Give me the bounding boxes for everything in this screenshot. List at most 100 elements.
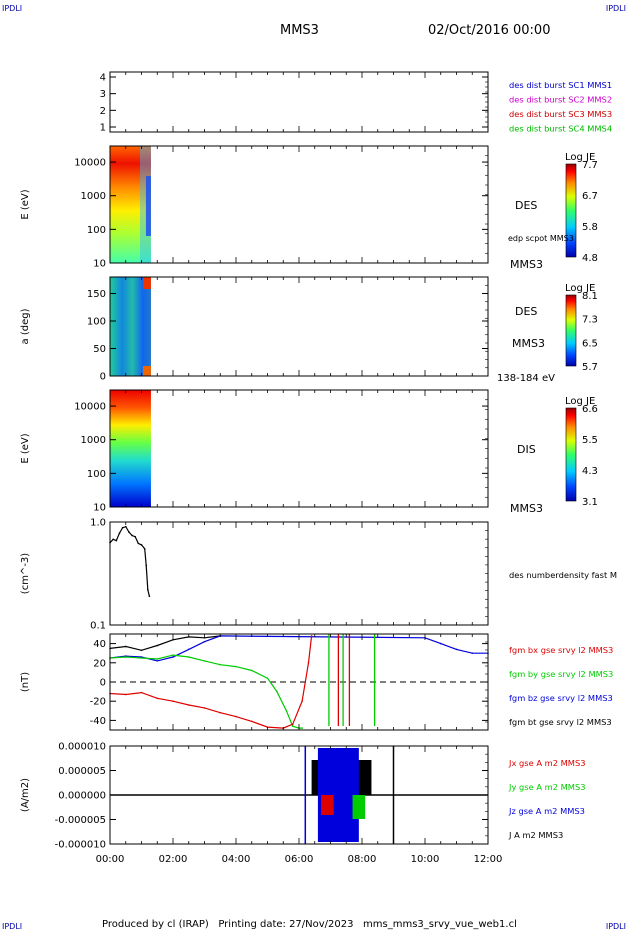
- panel-4: Log JE6.6 5.5 4.3 3.1 DIS MMS3 10000 1000 100 10 E…: [20, 389, 598, 515]
- y-tick-label: 100: [87, 469, 106, 480]
- colorbar-tick: 4.8: [582, 253, 598, 264]
- footer-text: Produced by cl (IRAP) Printing date: 27/…: [102, 919, 517, 930]
- y-axis-label: E (eV): [20, 433, 31, 463]
- data-point: [203, 660, 206, 662]
- data-point: [172, 656, 174, 658]
- pitch-edge-top: [142, 277, 151, 289]
- data-point: [140, 649, 143, 652]
- panel-frame: [109, 145, 489, 264]
- y-tick-label: 1000: [81, 191, 106, 202]
- data-point: [203, 707, 206, 709]
- colorbar: [565, 407, 577, 502]
- legend-entry: des numberdensity fast M: [509, 570, 617, 580]
- colorbar-tick: 8.1: [582, 291, 598, 302]
- data-point: [301, 700, 303, 702]
- data-point: [140, 657, 143, 659]
- y-tick-label: 1000: [81, 435, 106, 446]
- data-point: [148, 595, 151, 598]
- data-point: [307, 662, 310, 664]
- data-point: [131, 534, 133, 537]
- data-point: [187, 648, 190, 651]
- data-point: [124, 525, 127, 528]
- data-point: [134, 535, 136, 538]
- series-line: [109, 635, 313, 729]
- data-point: [147, 588, 149, 591]
- data-point: [112, 538, 114, 541]
- data-point: [187, 704, 190, 706]
- colorbar-tick: 6.6: [582, 404, 598, 415]
- data-point: [285, 710, 288, 712]
- y-tick-label: 3: [100, 89, 106, 100]
- data-point: [219, 711, 222, 714]
- right-label: DES: [515, 305, 537, 318]
- data-point: [145, 564, 148, 567]
- spectrogram-2: [110, 146, 151, 263]
- x-tick-label: 12:00: [474, 854, 503, 865]
- legend-entry: Jz gse A m2 MMS3: [508, 806, 585, 816]
- data-point: [291, 723, 294, 726]
- data-point: [250, 720, 253, 723]
- footer-corner-left: IPDLI: [2, 922, 23, 931]
- legend-entry: fgm bz gse srvy l2 MMS3: [509, 693, 613, 703]
- legend-entry: Jx gse A m2 MMS3: [508, 758, 586, 768]
- data-point: [124, 693, 127, 696]
- data-point: [143, 547, 146, 550]
- y-axis-label: (nT): [20, 672, 31, 692]
- data-point: [291, 725, 294, 727]
- data-point: [124, 656, 127, 658]
- spectrogram-4: [110, 390, 151, 507]
- pitch-edge-bottom: [142, 366, 151, 376]
- y-tick-label: 50: [93, 344, 106, 355]
- spectrogram-band: [140, 146, 151, 263]
- data-point: [115, 539, 118, 542]
- y-tick-label: 0.000005: [58, 766, 106, 777]
- y-axis-label: (A/m2): [20, 778, 31, 812]
- y-tick-label: -0.000010: [55, 840, 106, 851]
- legend-entry: fgm bx gse srvy l2 MMS3: [509, 645, 613, 655]
- y-axis-label: a (deg): [20, 308, 31, 344]
- panel-1: 4 3 2 1 des dist burst SC1 MMS1 des dist burs…: [100, 71, 612, 134]
- data-point: [172, 654, 174, 656]
- y-tick-label: 100: [87, 317, 106, 328]
- data-point: [266, 677, 269, 679]
- y-tick-label: 0.000000: [58, 791, 106, 802]
- data-point: [156, 658, 159, 660]
- legend-entry: des dist burst SC3 MMS3: [509, 109, 612, 119]
- y-tick-label: 10: [93, 259, 106, 270]
- x-tick-label: 00:00: [96, 854, 125, 865]
- footer-corner-right: IPDLI: [605, 922, 626, 931]
- data-point: [118, 532, 121, 534]
- y-tick-label: -40: [90, 716, 106, 727]
- right-label: DIS: [517, 443, 536, 456]
- panel-3: Log JE8.1 7.3 6.5 5.7 DES MMS3 138-184 eV 150 10…: [20, 276, 598, 384]
- y-tick-label: 100: [87, 225, 106, 236]
- legend-entry: fgm by gse srvy l2 MMS3: [509, 669, 613, 679]
- panel-frame: [109, 389, 489, 508]
- panel-frame: [109, 521, 489, 626]
- panel-6: 40 20 0 -20 -40 (nT) fgm bx gse srvy l2 MMS3 fg…: [20, 633, 613, 731]
- y-tick-label: 0.1: [90, 621, 106, 632]
- current-burst-jx: [321, 795, 334, 815]
- data-point: [301, 727, 303, 729]
- data-point: [203, 637, 206, 639]
- x-tick-label: 08:00: [348, 854, 377, 865]
- data-point: [156, 644, 159, 647]
- data-point: [219, 663, 222, 666]
- series-line: [109, 525, 150, 597]
- legend-entry: des dist burst SC1 MMS1: [509, 80, 612, 90]
- y-tick-label: 1: [100, 123, 106, 134]
- data-point: [471, 652, 474, 654]
- y-tick-label: 150: [87, 289, 106, 300]
- y-tick-label: 40: [93, 639, 106, 650]
- x-tick-label: 06:00: [285, 854, 314, 865]
- data-point: [156, 660, 159, 662]
- data-point: [310, 635, 313, 637]
- data-point: [137, 542, 140, 545]
- legend-entry: des dist burst SC2 MMS2: [509, 95, 612, 105]
- colorbar: [565, 294, 577, 367]
- y-tick-label: 0: [100, 678, 106, 689]
- right-label: edp scpot MMS3: [508, 234, 574, 243]
- x-tick-label: 04:00: [222, 854, 251, 865]
- data-point: [235, 715, 237, 718]
